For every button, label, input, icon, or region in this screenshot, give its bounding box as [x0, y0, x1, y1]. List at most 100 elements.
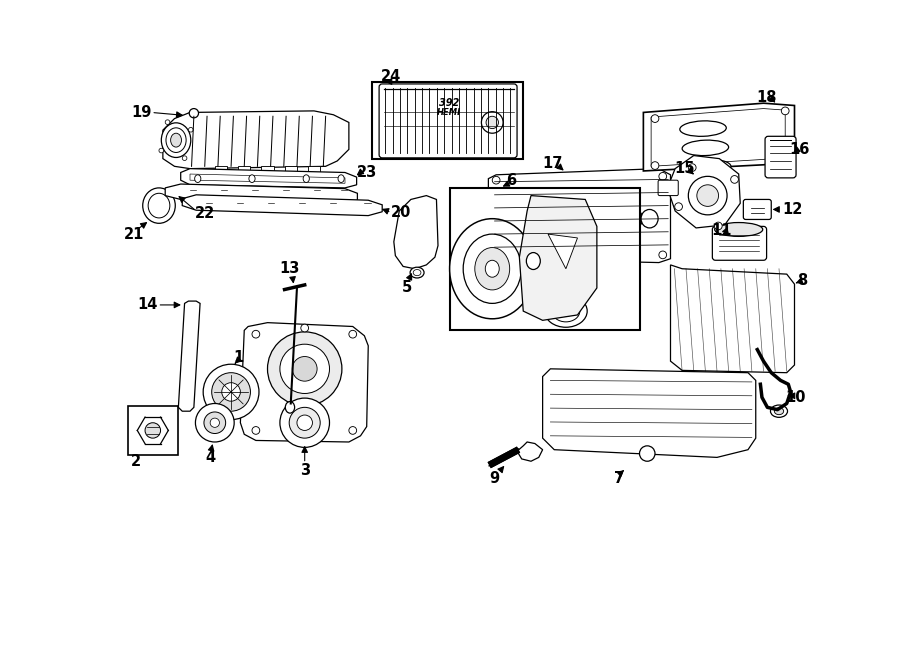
Text: 22: 22: [195, 206, 216, 221]
Polygon shape: [190, 174, 345, 183]
Text: 17: 17: [543, 156, 562, 171]
Ellipse shape: [410, 267, 424, 278]
Ellipse shape: [552, 300, 580, 322]
Circle shape: [204, 412, 226, 434]
Polygon shape: [543, 369, 756, 457]
Ellipse shape: [680, 121, 726, 136]
Circle shape: [781, 107, 789, 115]
Polygon shape: [517, 442, 543, 461]
Text: 20: 20: [391, 205, 411, 220]
Circle shape: [659, 251, 667, 258]
Circle shape: [688, 164, 696, 171]
Ellipse shape: [143, 188, 176, 223]
Polygon shape: [240, 323, 368, 442]
Bar: [450, 188, 640, 330]
Circle shape: [252, 330, 260, 338]
Circle shape: [212, 373, 250, 411]
Bar: [128, 406, 177, 455]
Circle shape: [781, 152, 789, 159]
Circle shape: [486, 116, 499, 129]
Circle shape: [492, 176, 500, 184]
Circle shape: [292, 356, 317, 381]
Circle shape: [166, 120, 170, 124]
Text: 10: 10: [786, 390, 806, 405]
Bar: [215, 167, 227, 173]
Circle shape: [145, 423, 160, 438]
Ellipse shape: [597, 210, 614, 228]
Circle shape: [267, 332, 342, 406]
FancyBboxPatch shape: [379, 84, 517, 158]
Polygon shape: [178, 301, 200, 411]
Ellipse shape: [581, 210, 598, 228]
Ellipse shape: [475, 248, 509, 290]
Polygon shape: [181, 169, 356, 188]
Ellipse shape: [148, 193, 170, 218]
Ellipse shape: [526, 253, 540, 270]
Circle shape: [280, 398, 329, 447]
Text: 7: 7: [614, 471, 624, 486]
Polygon shape: [668, 155, 740, 228]
Text: 9: 9: [490, 471, 500, 486]
Ellipse shape: [485, 260, 500, 277]
Text: 2: 2: [130, 453, 140, 469]
Bar: [372, 81, 523, 159]
Circle shape: [715, 222, 722, 230]
FancyBboxPatch shape: [765, 136, 796, 178]
Circle shape: [211, 418, 220, 428]
Ellipse shape: [450, 219, 535, 319]
Text: 8: 8: [797, 273, 807, 288]
Circle shape: [349, 426, 356, 434]
Ellipse shape: [303, 175, 310, 182]
FancyBboxPatch shape: [713, 226, 767, 260]
Ellipse shape: [285, 402, 294, 413]
Ellipse shape: [770, 405, 788, 417]
Text: 5: 5: [402, 280, 412, 295]
Circle shape: [659, 173, 667, 180]
Circle shape: [221, 383, 240, 401]
Polygon shape: [394, 196, 438, 269]
Bar: [261, 167, 274, 173]
Text: HEMI: HEMI: [436, 108, 461, 117]
Text: 18: 18: [756, 89, 777, 104]
Ellipse shape: [559, 305, 573, 317]
Text: 6: 6: [506, 173, 516, 188]
Polygon shape: [644, 103, 795, 171]
Circle shape: [203, 364, 259, 420]
Ellipse shape: [166, 128, 186, 153]
Ellipse shape: [508, 210, 526, 228]
Polygon shape: [519, 196, 597, 321]
Circle shape: [189, 108, 199, 118]
Ellipse shape: [682, 140, 729, 155]
Ellipse shape: [641, 210, 658, 228]
Bar: [238, 167, 250, 173]
Ellipse shape: [537, 210, 554, 228]
Text: 15: 15: [674, 161, 695, 176]
Text: 1: 1: [233, 350, 243, 365]
Ellipse shape: [161, 123, 191, 157]
Ellipse shape: [685, 159, 731, 175]
Ellipse shape: [774, 408, 784, 414]
Circle shape: [159, 148, 164, 153]
Circle shape: [349, 330, 356, 338]
Circle shape: [688, 176, 727, 215]
Ellipse shape: [171, 134, 182, 147]
Ellipse shape: [249, 175, 255, 182]
Circle shape: [280, 344, 329, 393]
Circle shape: [651, 162, 659, 169]
Circle shape: [297, 415, 312, 430]
Text: 19: 19: [131, 105, 152, 120]
Circle shape: [492, 251, 500, 258]
Polygon shape: [651, 108, 785, 167]
Circle shape: [195, 403, 234, 442]
Circle shape: [675, 203, 682, 210]
Ellipse shape: [464, 234, 521, 303]
Text: 24: 24: [382, 69, 401, 84]
Ellipse shape: [194, 175, 201, 182]
Polygon shape: [548, 234, 578, 269]
Text: 392: 392: [438, 98, 459, 108]
Circle shape: [482, 112, 503, 134]
Circle shape: [182, 156, 187, 161]
Bar: [284, 167, 297, 173]
Circle shape: [289, 407, 320, 438]
Text: 4: 4: [206, 450, 216, 465]
